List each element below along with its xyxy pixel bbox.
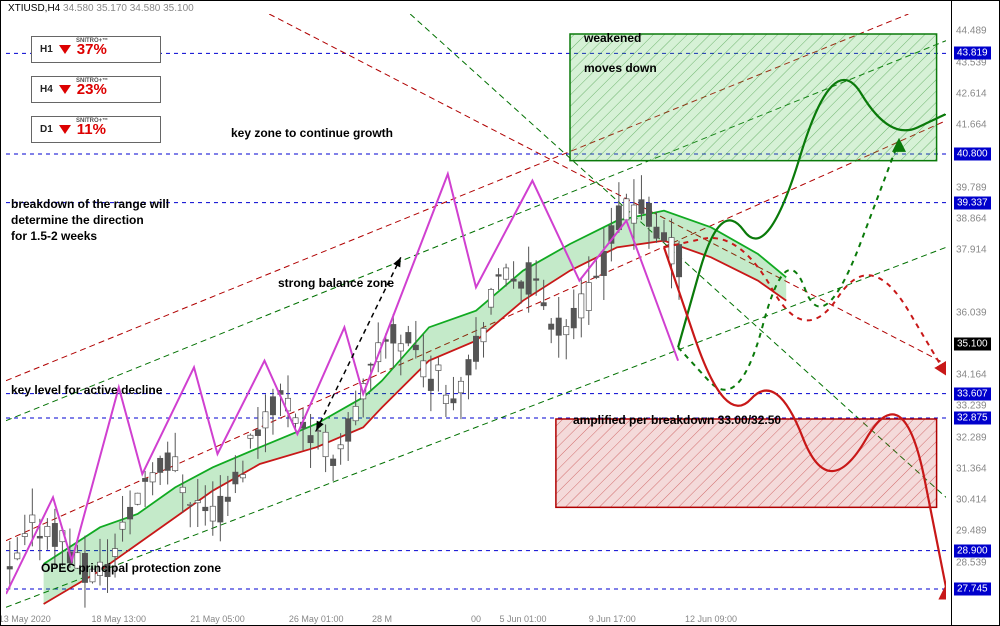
y-tick: 44.489 — [956, 26, 987, 37]
indicator-tf: H4 — [40, 84, 53, 95]
y-tick: 30.414 — [956, 495, 987, 506]
y-tick: 41.664 — [956, 120, 987, 131]
y-tick: 39.789 — [956, 182, 987, 193]
indicator-h4: H4 23% SNITRO+™ — [31, 76, 161, 103]
price-level-label: 39.337 — [954, 196, 991, 209]
x-tick: 9 Jun 17:00 — [589, 614, 636, 624]
y-tick: 33.239 — [956, 401, 987, 412]
trend-down-icon — [59, 45, 71, 54]
y-tick: 34.164 — [956, 370, 987, 381]
x-tick: 18 May 13:00 — [92, 614, 147, 624]
annotation-breakdown: breakdown of the range will determine th… — [11, 196, 169, 245]
trend-down-icon — [59, 125, 71, 134]
annotation-key-decline: key level for active decline — [11, 383, 162, 397]
y-tick: 28.539 — [956, 557, 987, 568]
snitro-label: SNITRO+™ — [76, 118, 108, 124]
annotation-green-zone-l1: weakened — [584, 31, 641, 45]
price-level-label: 28.900 — [954, 544, 991, 557]
y-tick: 29.489 — [956, 526, 987, 537]
chart-plot-area[interactable] — [6, 14, 946, 614]
x-tick: 12 Jun 09:00 — [685, 614, 737, 624]
annotation-key-zone: key zone to continue growth — [231, 126, 393, 140]
price-level-label: 35.100 — [954, 338, 991, 351]
x-tick: 5 Jun 01:00 — [499, 614, 546, 624]
price-level-label: 27.745 — [954, 583, 991, 596]
x-tick: 28 M — [372, 614, 392, 624]
snitro-label: SNITRO+™ — [76, 78, 108, 84]
symbol-header: XTIUSD,H4 34.580 35.170 34.580 35.100 — [8, 3, 194, 14]
y-tick: 38.864 — [956, 213, 987, 224]
price-level-label: 43.819 — [954, 47, 991, 60]
trend-down-icon — [59, 85, 71, 94]
symbol-label: XTIUSD,H4 — [8, 3, 60, 14]
annotation-green-zone-l2: moves down — [584, 61, 657, 75]
indicator-d1: D1 11% SNITRO+™ — [31, 116, 161, 143]
x-tick: 00 — [471, 614, 481, 624]
price-level-label: 33.607 — [954, 387, 991, 400]
annotation-opec: OPEC principal protection zone — [41, 561, 221, 575]
chart-container: XTIUSD,H4 34.580 35.170 34.580 35.100 44… — [0, 0, 1000, 626]
y-tick: 42.614 — [956, 88, 987, 99]
y-tick: 31.364 — [956, 463, 987, 474]
ohlc-label: 34.580 35.170 34.580 35.100 — [63, 3, 194, 14]
x-axis: 13 May 202018 May 13:0021 May 05:0026 Ma… — [6, 612, 946, 625]
price-level-label: 32.875 — [954, 412, 991, 425]
annotation-strong-balance: strong balance zone — [278, 276, 394, 290]
y-axis: 44.48943.53942.61441.66439.78938.86437.9… — [951, 1, 999, 626]
y-tick: 32.289 — [956, 432, 987, 443]
annotation-red-zone: amplified per breakdown 33.00/32.50 — [573, 413, 781, 427]
indicator-tf: D1 — [40, 124, 53, 135]
indicator-tf: H1 — [40, 44, 53, 55]
x-tick: 21 May 05:00 — [190, 614, 245, 624]
indicator-h1: H1 37% SNITRO+™ — [31, 36, 161, 63]
chart-svg — [6, 14, 946, 614]
price-level-label: 40.800 — [954, 148, 991, 161]
x-tick: 26 May 01:00 — [289, 614, 344, 624]
x-tick: 13 May 2020 — [0, 614, 51, 624]
y-tick: 36.039 — [956, 307, 987, 318]
y-tick: 37.914 — [956, 245, 987, 256]
snitro-label: SNITRO+™ — [76, 38, 108, 44]
